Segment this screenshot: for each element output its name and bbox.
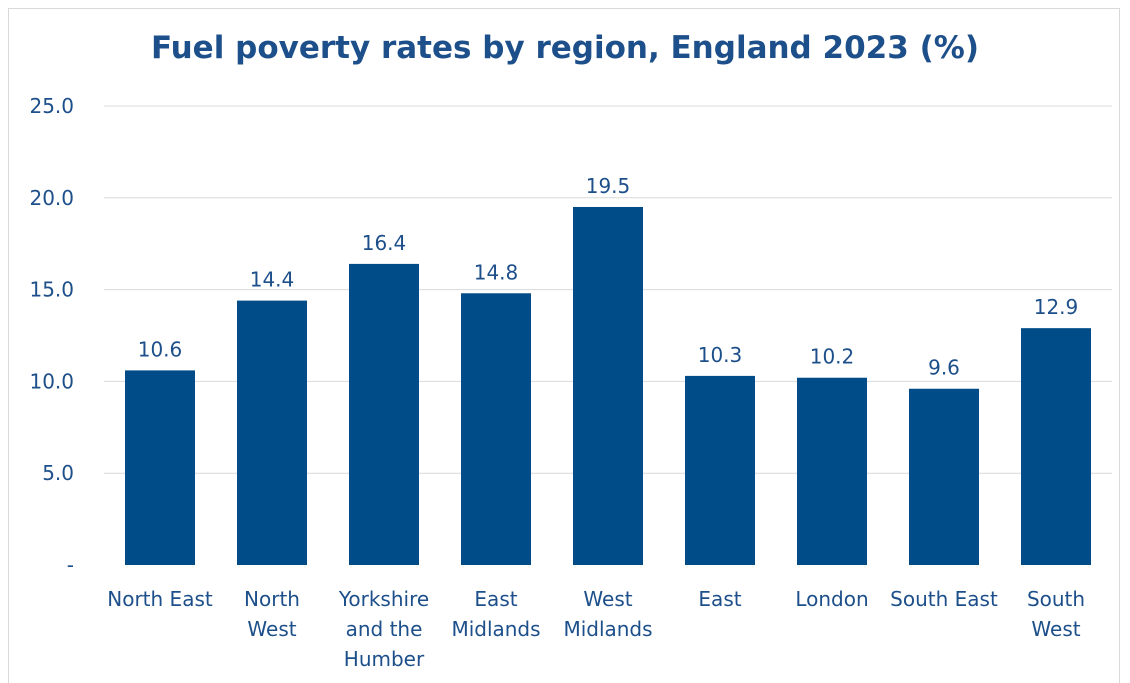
y-tick-label: 5.0 <box>42 461 74 485</box>
bar <box>573 206 643 566</box>
x-tick-label: West <box>247 617 296 641</box>
bar <box>349 263 419 565</box>
bar <box>1021 328 1091 565</box>
chart-title: Fuel poverty rates by region, England 20… <box>150 30 980 66</box>
x-tick-label: South East <box>890 587 998 611</box>
bar <box>797 377 867 565</box>
y-tick-label: 20.0 <box>29 186 74 210</box>
data-label: 19.5 <box>586 174 631 198</box>
data-label: 10.2 <box>810 345 855 369</box>
data-label: 12.9 <box>1034 295 1079 319</box>
y-tick-label: 10.0 <box>29 369 74 393</box>
data-label: 14.8 <box>474 260 519 284</box>
data-label: 10.3 <box>698 343 743 367</box>
bar <box>909 388 979 565</box>
x-tick-label: Midlands <box>563 617 652 641</box>
y-tick-label: 15.0 <box>29 278 74 302</box>
data-label: 16.4 <box>362 231 407 255</box>
x-tick-label: North <box>244 587 300 611</box>
bar <box>461 293 531 565</box>
x-tick-label: South <box>1027 587 1085 611</box>
bar <box>237 300 307 565</box>
data-label: 10.6 <box>138 337 183 361</box>
x-tick-label: West <box>1031 617 1080 641</box>
data-label: 14.4 <box>250 268 295 292</box>
x-axis: North East North West Yorkshire and the Humbe… <box>107 587 1085 671</box>
chart-frame <box>8 8 1120 683</box>
y-axis: - 5.0 10.0 15.0 20.0 25.0 <box>29 94 74 577</box>
x-tick-label: North East <box>107 587 213 611</box>
y-tick-label: 25.0 <box>29 94 74 118</box>
x-tick-label: East <box>474 587 517 611</box>
data-label: 9.6 <box>928 356 960 380</box>
x-tick-label: West <box>583 587 632 611</box>
x-tick-label: Midlands <box>451 617 540 641</box>
x-tick-label: Humber <box>344 647 425 671</box>
x-tick-label: East <box>698 587 741 611</box>
x-tick-label: and the <box>346 617 423 641</box>
x-tick-label: London <box>795 587 868 611</box>
y-tick-label: - <box>67 553 74 577</box>
bar <box>685 375 755 565</box>
bar <box>125 370 195 565</box>
x-tick-label: Yorkshire <box>338 587 429 611</box>
data-labels: 10.6 14.4 16.4 14.8 19.5 10.3 10.2 9.6 12.9 <box>138 174 1079 380</box>
bars <box>125 206 1091 566</box>
